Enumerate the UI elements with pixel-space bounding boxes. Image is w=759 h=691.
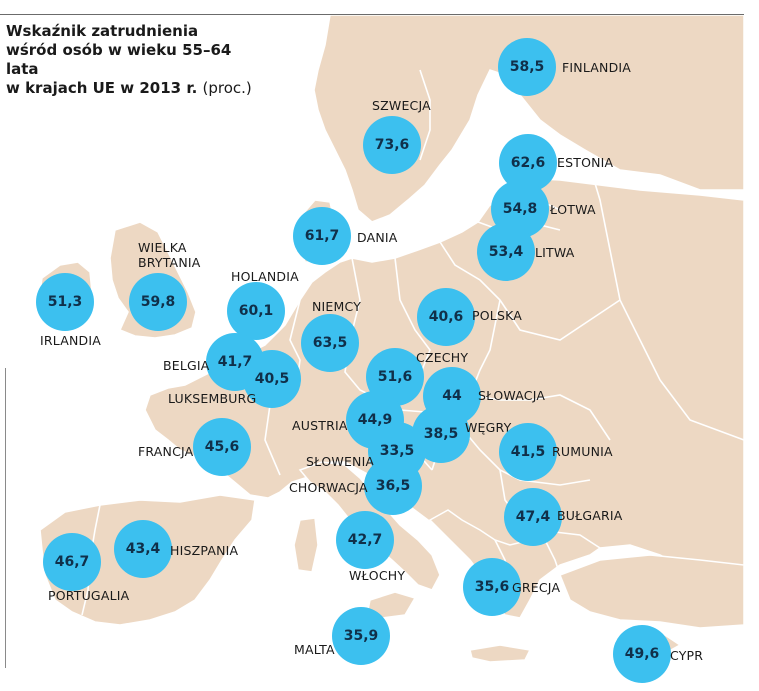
marker-grecja: 35,6 xyxy=(463,558,521,616)
label-chorwacja: CHORWACJA xyxy=(289,480,368,495)
land-crete xyxy=(469,644,532,663)
label-hiszpania: HISZPANIA xyxy=(170,543,239,558)
land-scandinavia xyxy=(313,14,745,223)
label-finlandia: FINLANDIA xyxy=(562,60,632,75)
marker-hiszpania: 43,4 xyxy=(114,520,172,578)
label-austria: AUSTRIA xyxy=(292,418,348,433)
marker-luksemburg: 40,5 xyxy=(243,350,301,408)
marker-dania: 61,7 xyxy=(293,207,351,265)
marker-holandia: 60,1 xyxy=(227,282,285,340)
marker-irlandia: 51,3 xyxy=(36,273,94,331)
label-grecja: GRECJA xyxy=(512,580,561,595)
marker-wlochy: 42,7 xyxy=(336,511,394,569)
land-turkey xyxy=(559,554,745,629)
label-belgia: BELGIA xyxy=(163,358,210,373)
label-slowenia: SŁOWENIA xyxy=(306,454,375,469)
label-niemcy: NIEMCY xyxy=(312,299,362,314)
label-holandia: HOLANDIA xyxy=(231,269,299,284)
label-czechy: CZECHY xyxy=(416,350,469,365)
label-wegry: WĘGRY xyxy=(465,420,512,435)
label-wielka-brytania: WIELKA BRYTANIA xyxy=(138,240,201,270)
label-luksemburg: LUKSEMBURG xyxy=(168,391,257,406)
marker-litwa: 53,4 xyxy=(477,223,535,281)
label-szwecja: SZWECJA xyxy=(372,98,431,113)
land-sardinia xyxy=(293,517,319,573)
label-estonia: ESTONIA xyxy=(557,155,614,170)
marker-finlandia: 58,5 xyxy=(498,38,556,96)
label-bulgaria: BUŁGARIA xyxy=(557,508,623,523)
label-portugalia: PORTUGALIA xyxy=(48,588,130,603)
label-polska: POLSKA xyxy=(472,308,523,323)
label-irlandia: IRLANDIA xyxy=(40,333,101,348)
label-wlochy: WŁOCHY xyxy=(349,568,406,583)
marker-rumunia: 41,5 xyxy=(499,423,557,481)
marker-portugalia: 46,7 xyxy=(43,533,101,591)
label-cypr: CYPR xyxy=(670,648,704,663)
label-rumunia: RUMUNIA xyxy=(552,444,613,459)
label-dania: DANIA xyxy=(357,230,398,245)
title-unit: (proc.) xyxy=(202,79,252,97)
marker-malta: 35,9 xyxy=(332,607,390,665)
marker-chorwacja: 36,5 xyxy=(364,457,422,515)
label-slowacja: SŁOWACJA xyxy=(478,388,546,403)
marker-szwecja: 73,6 xyxy=(363,116,421,174)
left-rule xyxy=(5,368,6,668)
label-lotwa: ŁOTWA xyxy=(550,202,596,217)
marker-wielka-brytania: 59,8 xyxy=(129,273,187,331)
top-rule xyxy=(0,14,744,15)
label-litwa: LITWA xyxy=(535,245,575,260)
title-line-2: wśród osób w wieku 55–64 lata xyxy=(6,41,232,78)
marker-bulgaria: 47,4 xyxy=(504,488,562,546)
map-title: Wskaźnik zatrudnienia wśród osób w wieku… xyxy=(6,22,266,98)
label-malta: MALTA xyxy=(294,642,335,657)
title-line-3: w krajach UE w 2013 r. xyxy=(6,79,198,97)
marker-niemcy: 63,5 xyxy=(301,314,359,372)
marker-cypr: 49,6 xyxy=(613,625,671,683)
title-line-1: Wskaźnik zatrudnienia xyxy=(6,22,199,40)
marker-polska: 40,6 xyxy=(417,288,475,346)
marker-francja: 45,6 xyxy=(193,418,251,476)
label-francja: FRANCJA xyxy=(138,444,194,459)
